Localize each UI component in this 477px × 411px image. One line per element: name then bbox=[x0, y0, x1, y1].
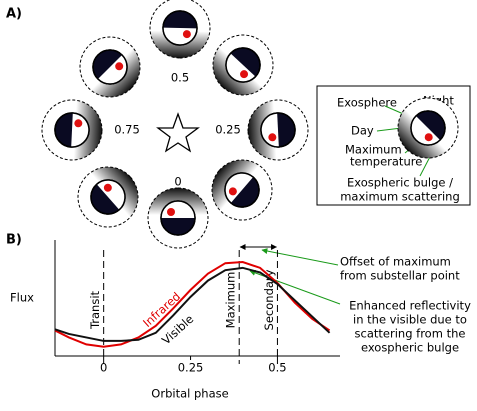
planet bbox=[66, 155, 151, 240]
annotation: in the visible due to bbox=[353, 313, 467, 327]
x-tick-label: 0.25 bbox=[178, 361, 204, 375]
planet bbox=[149, 0, 210, 59]
phase-label: 0.25 bbox=[215, 123, 241, 137]
annotation: scattering from the bbox=[355, 327, 466, 341]
phase-label: 0 bbox=[174, 175, 181, 189]
annotation: from substellar point bbox=[340, 269, 460, 283]
phase-label: 0.75 bbox=[114, 123, 140, 137]
marker-label: Transit bbox=[88, 290, 102, 330]
planet bbox=[247, 99, 310, 162]
planet bbox=[201, 23, 286, 108]
planet bbox=[148, 188, 208, 248]
x-axis-label: Orbital phase bbox=[151, 387, 228, 401]
annotation: Enhanced reflectivity bbox=[349, 299, 471, 313]
star bbox=[158, 114, 198, 151]
panel-label: B) bbox=[6, 233, 22, 248]
hotspot bbox=[167, 208, 175, 216]
marker-label: Maximum bbox=[224, 272, 238, 329]
planet bbox=[41, 99, 104, 162]
annotation: exospheric bulge bbox=[361, 341, 459, 355]
panel-label: A) bbox=[6, 7, 22, 22]
phase-label: 0.5 bbox=[171, 71, 189, 85]
annotation: Offset of maximum bbox=[340, 255, 451, 269]
inset-label: maximum scattering bbox=[340, 190, 460, 204]
planet bbox=[200, 148, 285, 233]
inset-label: Day bbox=[351, 124, 374, 138]
inset-label: Exospheric bulge / bbox=[347, 176, 453, 190]
figure: A) 0.5 0.25 0 0.75 Exosphere Night Day M… bbox=[0, 0, 477, 411]
y-axis-label: Flux bbox=[10, 291, 34, 305]
planet bbox=[68, 25, 153, 110]
inset-label: temperature bbox=[350, 155, 422, 169]
